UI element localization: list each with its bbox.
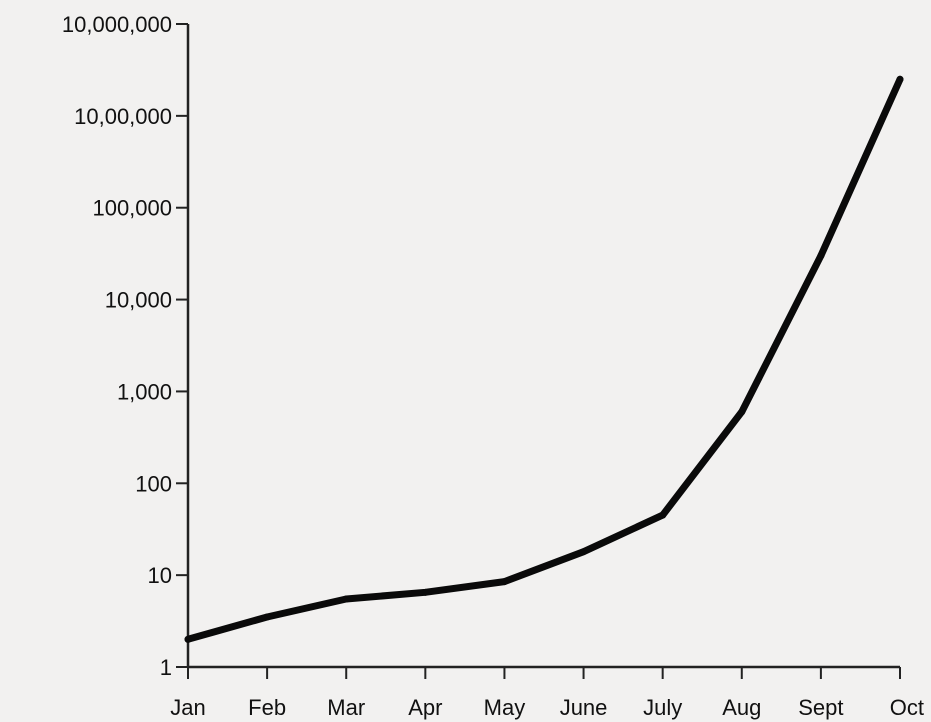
x-tick-label: Feb	[248, 695, 286, 720]
x-axis: Jan Feb Mar Apr May June July Aug Sept Oct	[170, 665, 924, 720]
y-tick-label: 10,000,000	[62, 12, 172, 37]
x-tick-label: Sept	[798, 695, 843, 720]
y-tick-label: 10	[148, 563, 172, 588]
series-line	[184, 75, 904, 643]
x-tick-label: Oct	[890, 695, 924, 720]
x-tick-label: Apr	[408, 695, 442, 720]
x-ticks: Jan Feb Mar Apr May June July Aug Sept Oct	[170, 667, 924, 720]
data-point	[342, 595, 350, 603]
x-tick-label: Mar	[327, 695, 365, 720]
y-axis: 1 10 100 1,000 10,000 100,000 10,00,000 10,000,…	[62, 12, 190, 680]
x-tick-label: July	[643, 695, 682, 720]
y-tick-label: 1	[160, 655, 172, 680]
y-tick-label: 100	[135, 471, 172, 496]
x-tick-label: Aug	[722, 695, 761, 720]
data-point	[738, 408, 746, 416]
x-tick-label: June	[560, 695, 608, 720]
y-tick-label: 1,000	[117, 379, 172, 404]
data-point	[184, 635, 192, 643]
x-tick-label: May	[484, 695, 526, 720]
data-point	[817, 252, 825, 260]
data-point	[896, 75, 904, 83]
y-ticks: 1 10 100 1,000 10,000 100,000 10,00,000 10,000,…	[62, 12, 188, 680]
x-tick-label: Jan	[170, 695, 205, 720]
data-point	[659, 511, 667, 519]
y-tick-label: 10,000	[105, 288, 172, 313]
data-point	[421, 588, 429, 596]
data-point	[580, 548, 588, 556]
y-tick-label: 100,000	[92, 196, 172, 221]
data-point	[263, 613, 271, 621]
y-tick-label: 10,00,000	[74, 104, 172, 129]
data-point	[500, 578, 508, 586]
series	[184, 75, 904, 643]
